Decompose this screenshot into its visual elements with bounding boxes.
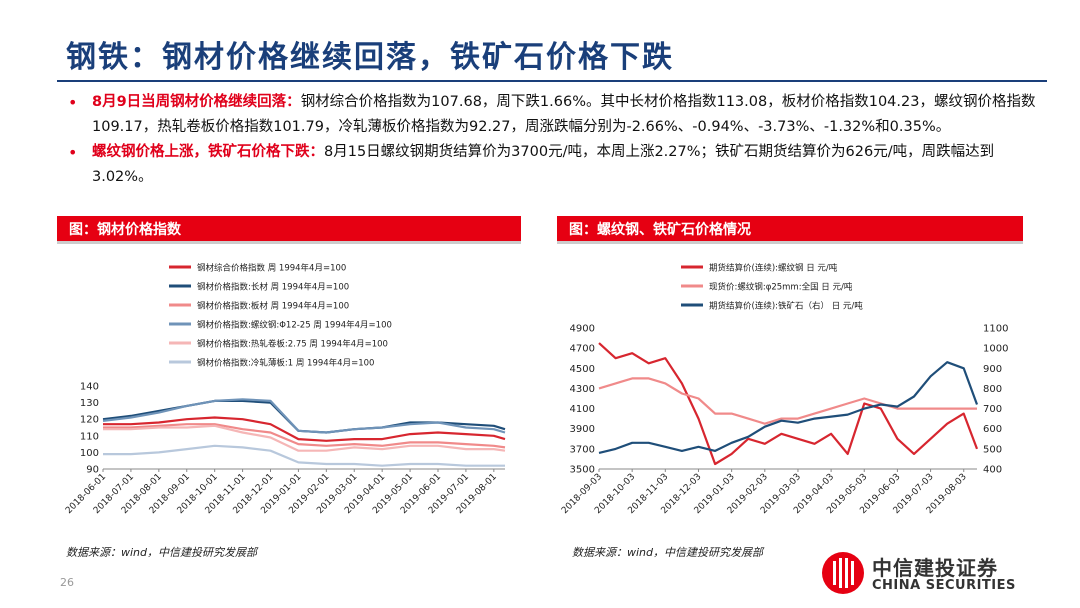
y-tick-label: 120 [80, 415, 99, 426]
y2-tick-label: 1100 [983, 324, 1008, 335]
bullet-dot-icon: • [68, 93, 78, 112]
logo-chinese-name: 中信建投证券 [872, 556, 998, 580]
legend-label: 钢材价格指数:螺纹钢:Φ12-25 周 1994年4月=100 [197, 320, 392, 331]
legend-label: 钢材价格指数:热轧卷板:2.75 周 1994年4月=100 [197, 339, 388, 350]
series-line [103, 416, 506, 442]
bullet-lead: 螺纹钢价格上涨，铁矿石价格下跌： [92, 144, 324, 160]
right-panel-title: 图：螺纹钢、铁矿石价格情况 [557, 216, 1023, 244]
citic-logo-icon [822, 552, 864, 594]
series-line [103, 444, 505, 467]
bullet-dot-icon: • [68, 143, 78, 162]
y-tick-label: 140 [80, 382, 99, 393]
series-line [598, 342, 979, 466]
legend-label: 期货结算价(连续):铁矿石（右） 日 元/吨 [709, 301, 863, 312]
left-panel-title: 图：钢材价格指数 [57, 216, 521, 244]
y2-tick-label: 400 [983, 465, 1002, 476]
y2-tick-label: 900 [983, 364, 1002, 375]
y2-tick-label: 500 [983, 444, 1002, 455]
legend-label: 钢材价格指数:长材 周 1994年4月=100 [197, 282, 349, 293]
y2-tick-label: 800 [983, 384, 1002, 395]
y-tick-label: 3700 [570, 444, 595, 455]
y-tick-label: 4100 [570, 404, 595, 415]
y-tick-label: 3900 [570, 424, 595, 435]
y-tick-label: 4900 [570, 324, 595, 335]
bullet-steel: • 8月9日当周钢材价格继续回落：钢材综合价格指数为107.68，周下跌1.66… [66, 90, 1036, 140]
y-tick-label: 110 [80, 431, 99, 442]
y2-tick-label: 1000 [983, 344, 1008, 355]
page-number: 26 [60, 576, 74, 589]
bullet-text: 钢材综合价格指数为107.68，周下跌1.66%。其中长材价格指数113.08，… [92, 94, 1036, 135]
y-tick-label: 100 [80, 448, 99, 459]
series-line [103, 424, 506, 452]
y-tick-label: 4500 [570, 364, 595, 375]
series-line [103, 423, 506, 449]
summary-bullets: • 8月9日当周钢材价格继续回落：钢材综合价格指数为107.68，周下跌1.66… [66, 90, 1036, 190]
series-line [598, 377, 977, 425]
legend-label: 钢材综合价格指数 周 1994年4月=100 [197, 263, 346, 274]
y-tick-label: 90 [86, 465, 99, 476]
y-tick-label: 130 [80, 398, 99, 409]
legend-label: 期货结算价(连续):螺纹钢 日 元/吨 [709, 263, 838, 274]
logo-english-name: CHINA SECURITIES [872, 578, 1016, 593]
legend-label: 现货价:螺纹钢:φ25mm:全国 日 元/吨 [709, 282, 853, 293]
legend-label: 钢材价格指数:板材 周 1994年4月=100 [197, 301, 349, 312]
y-tick-label: 3500 [570, 465, 595, 476]
left-data-source: 数据来源：wind，中信建投研究发展部 [66, 546, 258, 559]
y2-tick-label: 700 [983, 404, 1002, 415]
company-logo: 中信建投证券 CHINA SECURITIES [820, 548, 1040, 598]
legend-label: 钢材价格指数:冷轧薄板:1 周 1994年4月=100 [197, 358, 374, 369]
y2-tick-label: 600 [983, 424, 1002, 435]
bullet-rebar-ore: • 螺纹钢价格上涨，铁矿石价格下跌：8月15日螺纹钢期货结算价为3700元/吨，… [66, 140, 1036, 190]
y-tick-label: 4700 [570, 344, 595, 355]
page-title: 钢铁：钢材价格继续回落，铁矿石价格下跌 [66, 40, 674, 75]
title-divider [57, 80, 1047, 82]
series-line [598, 361, 979, 454]
bullet-text: 8月15日螺纹钢期货结算价为3700元/吨，本周上涨2.27%；铁矿石期货结算价… [92, 144, 995, 185]
bullet-lead: 8月9日当周钢材价格继续回落： [92, 94, 301, 110]
right-data-source: 数据来源：wind，中信建投研究发展部 [572, 546, 764, 559]
steel-price-index-chart: 钢材综合价格指数 周 1994年4月=100 钢材价格指数:长材 周 1994年4… [64, 263, 506, 516]
series-line [102, 398, 506, 434]
y-tick-label: 4300 [570, 384, 595, 395]
